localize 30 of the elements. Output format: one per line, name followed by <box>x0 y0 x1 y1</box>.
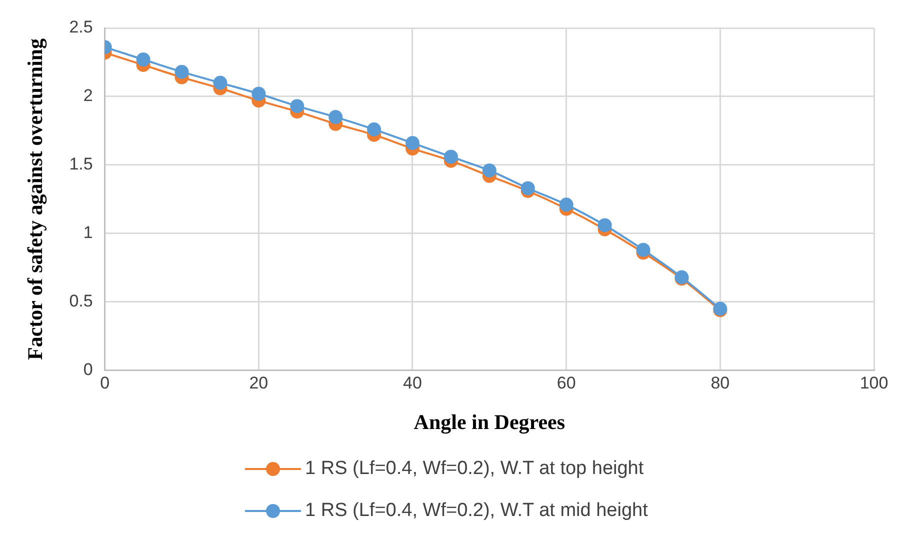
point <box>598 218 612 232</box>
point <box>174 64 189 79</box>
x-tick-label: 40 <box>403 373 422 392</box>
point <box>367 122 382 136</box>
point <box>290 99 304 114</box>
y-tick-label: 1.5 <box>69 154 93 174</box>
point <box>444 150 458 164</box>
point <box>636 242 650 257</box>
point <box>406 136 420 150</box>
point <box>252 86 266 101</box>
y-tick-label: 2 <box>83 86 93 106</box>
x-tick-label: 100 <box>860 373 888 392</box>
x-tick-label: 0 <box>100 373 110 392</box>
x-axis-title: Angle in Degrees <box>414 410 566 434</box>
point <box>482 163 496 178</box>
y-tick-label: 2.5 <box>69 18 93 37</box>
legend-label: 1 RS (Lf=0.4, Wf=0.2), W.T at mid height <box>305 500 648 522</box>
y-tick-label: 0 <box>83 360 93 380</box>
y-axis-title: Factor of safety against overturning <box>23 38 48 360</box>
point <box>520 181 535 196</box>
x-tick-label: 80 <box>710 373 730 392</box>
legend-label: 1 RS (Lf=0.4, Wf=0.2), W.T at top height <box>305 458 644 480</box>
x-tick-label: 20 <box>249 373 268 392</box>
point <box>136 52 150 66</box>
point <box>559 198 574 212</box>
x-tick-label: 60 <box>556 373 576 392</box>
y-tick-label: 1 <box>83 223 93 242</box>
point <box>328 110 343 124</box>
point <box>213 76 228 90</box>
y-tick-label: 0.5 <box>69 292 93 311</box>
